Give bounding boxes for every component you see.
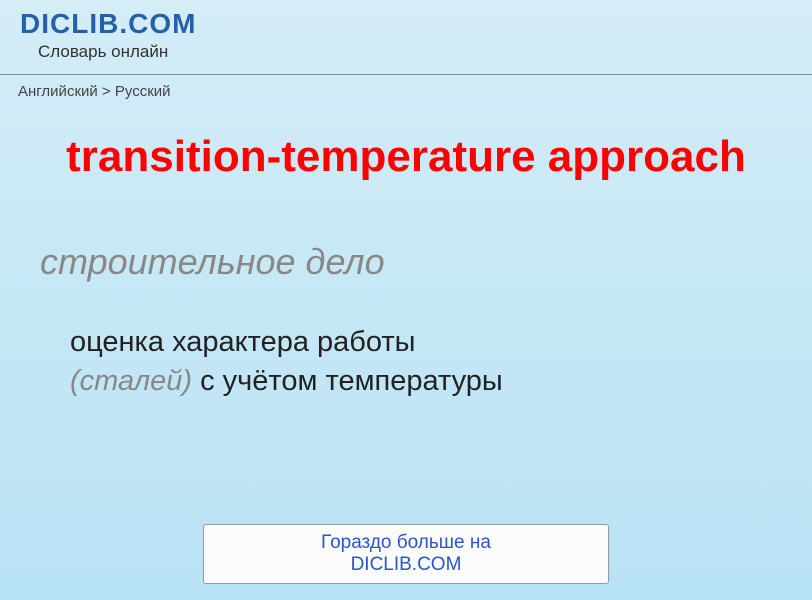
header: DICLIB.COM Словарь онлайн	[0, 0, 812, 66]
divider	[0, 74, 812, 75]
definition-italic: (сталей)	[70, 365, 192, 397]
definition-part1: оценка характера работы	[70, 326, 416, 358]
entry-title: transition-temperature approach	[0, 132, 812, 183]
site-title[interactable]: DICLIB.COM	[20, 8, 792, 40]
more-button[interactable]: Гораздо больше на DICLIB.COM	[203, 524, 609, 584]
definition-text: оценка характера работы (сталей) с учёто…	[70, 323, 752, 401]
definition-part2: с учётом температуры	[192, 365, 503, 397]
category-label: строительное дело	[40, 241, 812, 283]
site-subtitle: Словарь онлайн	[38, 42, 792, 62]
breadcrumb[interactable]: Английский > Русский	[0, 79, 812, 104]
